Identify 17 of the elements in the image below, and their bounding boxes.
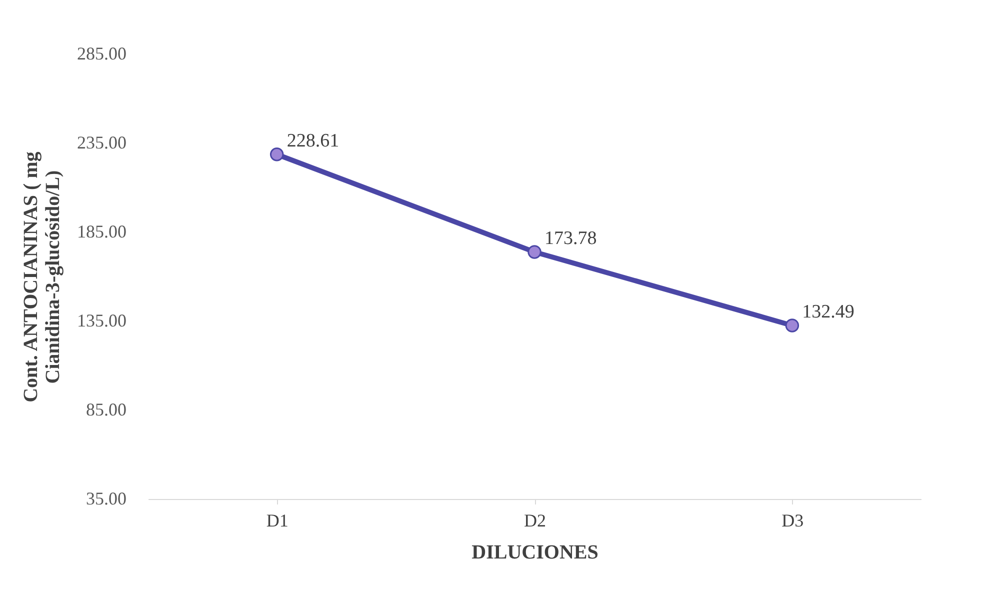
y-tick-label: 185.00 [77,222,126,242]
data-label: 132.49 [802,301,854,322]
data-label: 228.61 [286,130,340,152]
x-axis-title: DILUCIONES [472,542,598,564]
x-tick-label: D2 [524,510,546,530]
y-tick-label: 235.00 [77,132,126,152]
point [270,148,284,162]
y-tick-label: 285.00 [77,44,126,64]
y-axis-title: Cont. ANTOCIANINAS ( mg Cianidina-3-glucósido/L) [20,152,64,402]
y-tick-label: 85.00 [86,400,126,420]
data-label: 173.78 [544,228,597,249]
x-tick-label: D1 [266,510,288,530]
y-tick-label: 35.00 [86,488,126,508]
point [785,318,800,332]
y-tick-label: 135.00 [77,310,126,330]
point [528,245,542,259]
x-tick-label: D3 [782,510,804,530]
